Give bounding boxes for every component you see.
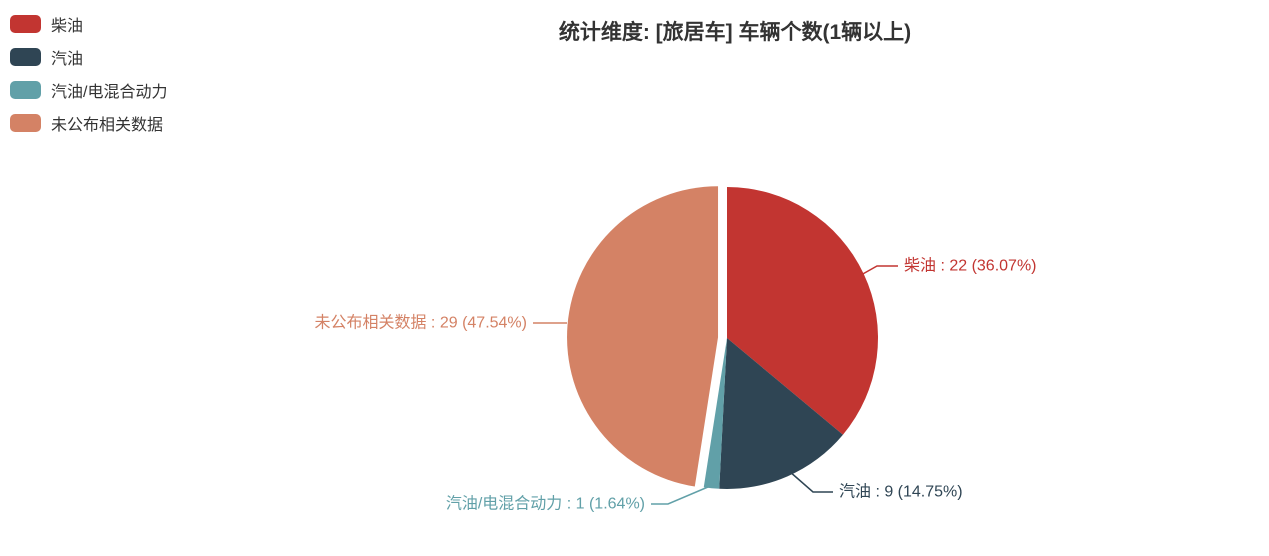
slice-label-diesel: 柴油 : 22 (36.07%) — [904, 257, 1037, 275]
legend-item-gasoline[interactable]: 汽油 — [10, 45, 167, 69]
legend-item-undisclosed[interactable]: 未公布相关数据 — [10, 111, 167, 135]
legend-label: 柴油 — [51, 18, 84, 35]
pie-slice-hybrid[interactable] — [703, 338, 727, 489]
pie-slice-undisclosed[interactable] — [567, 186, 719, 487]
pie-slices — [567, 186, 879, 490]
leader-line-hybrid — [651, 483, 716, 505]
legend-item-hybrid[interactable]: 汽油/电混合动力 — [10, 78, 167, 102]
slice-label-gasoline: 汽油 : 9 (14.75%) — [839, 483, 963, 501]
slice-label-undisclosed: 未公布相关数据 : 29 (47.54%) — [314, 314, 527, 332]
legend-label: 未公布相关数据 — [51, 117, 164, 134]
pie-slice-diesel[interactable] — [727, 187, 879, 435]
legend-swatch-diesel — [10, 15, 41, 33]
legend-item-diesel[interactable]: 柴油 — [10, 12, 167, 36]
pie-labels: 柴油 : 22 (36.07%) 汽油 : 9 (14.75%) 汽油/电混合动… — [314, 257, 1036, 513]
legend-label: 汽油/电混合动力 — [51, 84, 168, 101]
legend-swatch-undisclosed — [10, 114, 41, 132]
pie-slice-gasoline[interactable] — [719, 338, 843, 490]
legend-label: 汽油 — [51, 51, 84, 68]
chart-title: 统计维度: [旅居车] 车辆个数(1辆以上) — [558, 21, 912, 44]
leader-line-gasoline — [788, 470, 833, 493]
legend: 柴油 汽油 汽油/电混合动力 未公布相关数据 — [10, 12, 167, 135]
legend-swatch-gasoline — [10, 48, 41, 66]
leader-line-diesel — [860, 265, 898, 276]
slice-label-hybrid: 汽油/电混合动力 : 1 (1.64%) — [446, 495, 645, 513]
legend-swatch-hybrid — [10, 81, 41, 99]
pie-label-lines — [533, 265, 898, 505]
